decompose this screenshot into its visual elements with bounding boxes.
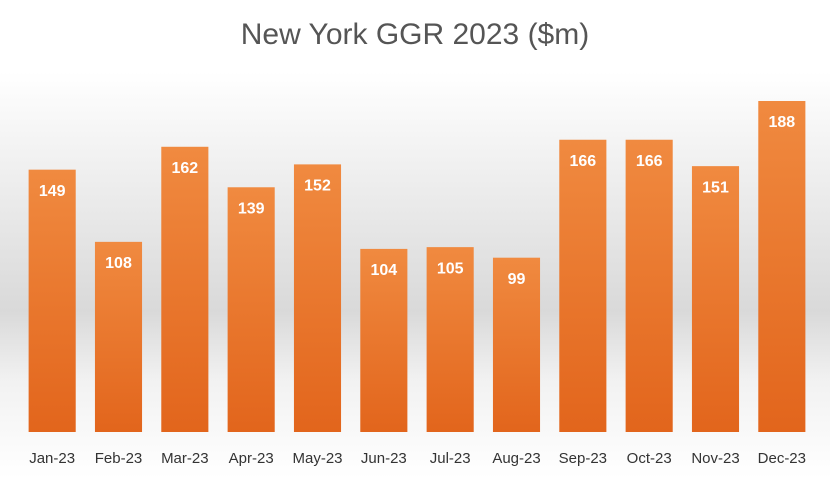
chart-title: New York GGR 2023 ($m) <box>241 18 589 51</box>
x-tick-label: Sep-23 <box>559 450 607 467</box>
value-label: 162 <box>171 160 198 177</box>
value-label: 99 <box>508 271 526 288</box>
value-label: 166 <box>569 153 596 170</box>
bar <box>758 101 806 432</box>
x-tick-label: Dec-23 <box>758 450 806 467</box>
x-tick-label: Apr-23 <box>229 450 274 467</box>
value-label: 188 <box>768 114 795 131</box>
bar <box>28 169 76 432</box>
x-tick-label: Oct-23 <box>627 450 672 467</box>
value-label: 152 <box>304 178 331 195</box>
bar <box>691 166 740 432</box>
x-tick-label: Nov-23 <box>691 450 739 467</box>
bar <box>161 146 209 432</box>
x-tick-label: Jun-23 <box>361 450 407 467</box>
bar <box>426 247 474 432</box>
value-label: 149 <box>39 183 66 200</box>
bar <box>94 241 143 432</box>
x-tick-label: Jul-23 <box>430 450 471 467</box>
bar <box>293 164 342 432</box>
bar <box>492 257 541 432</box>
x-tick-label: Mar-23 <box>161 450 209 467</box>
x-tick-label: Aug-23 <box>492 450 540 467</box>
x-tick-label: Feb-23 <box>95 450 143 467</box>
value-label: 104 <box>370 262 397 279</box>
value-label: 139 <box>238 200 265 217</box>
bar <box>625 139 673 432</box>
bar <box>559 139 607 432</box>
value-label: 108 <box>105 255 132 272</box>
value-label: 151 <box>702 179 729 196</box>
bar <box>227 187 275 432</box>
x-tick-label: Jan-23 <box>29 450 75 467</box>
value-label: 105 <box>437 260 464 277</box>
bar <box>360 248 408 432</box>
value-label: 166 <box>636 153 663 170</box>
x-tick-label: May-23 <box>292 450 342 467</box>
